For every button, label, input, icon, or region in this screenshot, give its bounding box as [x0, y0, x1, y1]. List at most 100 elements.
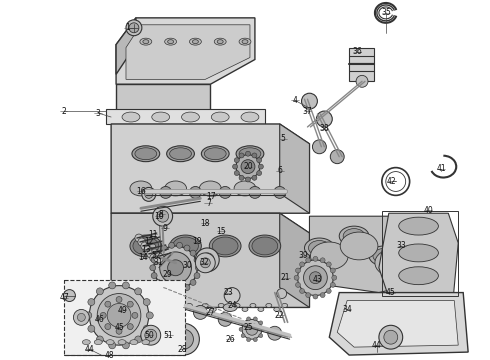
- Circle shape: [245, 177, 250, 182]
- Circle shape: [169, 242, 174, 248]
- Circle shape: [196, 265, 201, 271]
- Ellipse shape: [165, 181, 187, 196]
- Circle shape: [252, 153, 257, 158]
- Circle shape: [154, 253, 164, 263]
- Ellipse shape: [250, 303, 256, 307]
- Ellipse shape: [140, 38, 152, 45]
- Circle shape: [299, 262, 305, 267]
- Ellipse shape: [343, 229, 365, 243]
- Ellipse shape: [226, 307, 232, 311]
- Circle shape: [294, 275, 299, 280]
- Text: 36: 36: [352, 47, 362, 56]
- Circle shape: [320, 293, 325, 298]
- Text: 33: 33: [397, 242, 407, 251]
- Ellipse shape: [212, 237, 238, 255]
- Ellipse shape: [339, 226, 369, 246]
- Ellipse shape: [369, 246, 399, 266]
- Ellipse shape: [130, 235, 162, 257]
- Ellipse shape: [242, 40, 248, 44]
- Circle shape: [122, 282, 129, 289]
- Text: 47: 47: [60, 293, 70, 302]
- Text: 25: 25: [243, 323, 253, 332]
- Ellipse shape: [249, 235, 281, 257]
- Text: 43: 43: [313, 275, 322, 284]
- Circle shape: [259, 334, 263, 338]
- Circle shape: [258, 164, 263, 169]
- Text: 35: 35: [381, 8, 391, 17]
- Ellipse shape: [209, 235, 241, 257]
- Ellipse shape: [399, 217, 439, 235]
- Circle shape: [150, 265, 156, 271]
- Circle shape: [306, 293, 311, 298]
- Circle shape: [116, 328, 122, 334]
- Ellipse shape: [211, 112, 229, 122]
- Circle shape: [218, 312, 232, 326]
- Ellipse shape: [152, 249, 158, 253]
- Circle shape: [144, 246, 152, 254]
- Circle shape: [233, 164, 238, 169]
- Text: 7: 7: [206, 199, 211, 208]
- Ellipse shape: [133, 237, 159, 255]
- Circle shape: [326, 289, 331, 293]
- Circle shape: [241, 160, 255, 174]
- Polygon shape: [126, 25, 250, 79]
- Circle shape: [243, 319, 257, 333]
- Text: 28: 28: [178, 345, 187, 354]
- Circle shape: [268, 326, 282, 340]
- Circle shape: [168, 323, 199, 355]
- Polygon shape: [116, 18, 136, 75]
- Text: 10: 10: [154, 212, 164, 221]
- Circle shape: [143, 325, 150, 332]
- Circle shape: [246, 317, 250, 321]
- Ellipse shape: [156, 259, 162, 263]
- Circle shape: [219, 186, 231, 198]
- Ellipse shape: [239, 148, 261, 160]
- Circle shape: [85, 312, 92, 319]
- Circle shape: [160, 186, 172, 198]
- Circle shape: [313, 256, 318, 261]
- Circle shape: [142, 188, 156, 201]
- Ellipse shape: [217, 40, 223, 44]
- Polygon shape: [106, 109, 265, 124]
- Text: 8: 8: [158, 210, 163, 219]
- Text: 18: 18: [200, 219, 210, 228]
- Text: 13: 13: [141, 246, 150, 255]
- Circle shape: [320, 258, 325, 263]
- Circle shape: [153, 206, 172, 226]
- Polygon shape: [337, 301, 458, 347]
- Text: 42: 42: [387, 177, 396, 186]
- Circle shape: [246, 338, 250, 342]
- Circle shape: [239, 175, 244, 180]
- Circle shape: [190, 279, 196, 285]
- Text: 26: 26: [225, 335, 235, 344]
- Text: 32: 32: [199, 258, 209, 267]
- Circle shape: [239, 327, 243, 331]
- Circle shape: [249, 186, 261, 198]
- Ellipse shape: [190, 38, 201, 45]
- Text: 34: 34: [343, 305, 352, 314]
- Ellipse shape: [152, 112, 170, 122]
- Polygon shape: [64, 280, 186, 355]
- Polygon shape: [329, 293, 468, 355]
- Circle shape: [252, 175, 257, 180]
- Circle shape: [330, 283, 335, 287]
- Ellipse shape: [199, 181, 221, 196]
- Ellipse shape: [154, 254, 160, 258]
- Circle shape: [234, 171, 239, 176]
- Circle shape: [88, 298, 95, 306]
- Ellipse shape: [94, 340, 102, 345]
- Circle shape: [141, 325, 161, 345]
- Ellipse shape: [167, 146, 195, 162]
- Ellipse shape: [399, 267, 439, 285]
- Ellipse shape: [274, 307, 280, 311]
- Polygon shape: [310, 216, 443, 293]
- Circle shape: [107, 303, 131, 327]
- Polygon shape: [379, 213, 458, 297]
- Circle shape: [97, 336, 103, 343]
- Circle shape: [161, 284, 167, 291]
- Circle shape: [246, 323, 258, 335]
- Ellipse shape: [423, 243, 453, 263]
- Text: 14: 14: [138, 253, 147, 262]
- Ellipse shape: [143, 40, 149, 44]
- Circle shape: [326, 262, 331, 267]
